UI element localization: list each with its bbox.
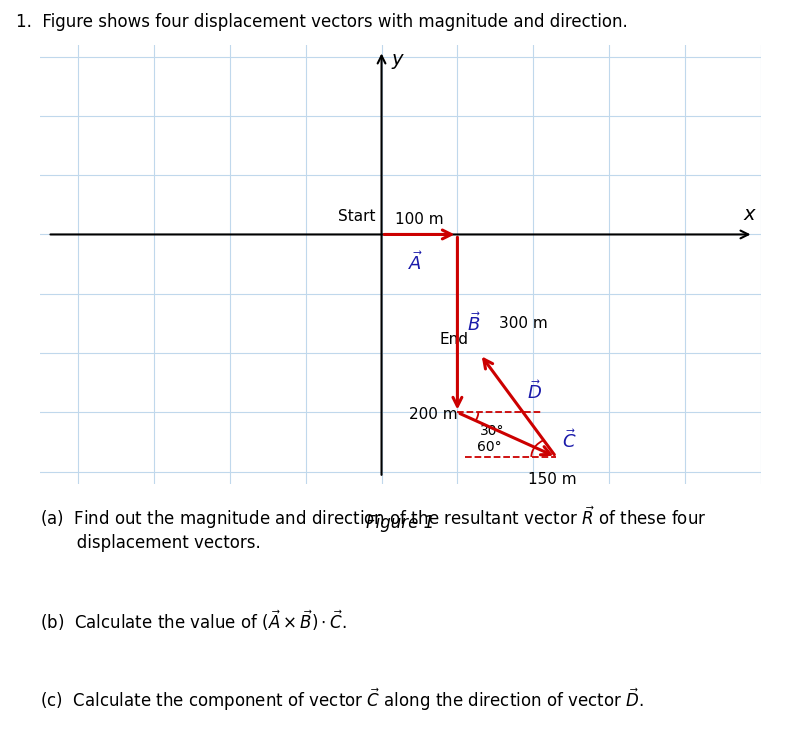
- Text: $y$: $y$: [391, 52, 405, 71]
- Text: 100 m: 100 m: [395, 212, 444, 228]
- Text: 1.  Figure shows four displacement vectors with magnitude and direction.: 1. Figure shows four displacement vector…: [16, 13, 628, 31]
- Text: $\vec{B}$: $\vec{B}$: [466, 312, 481, 335]
- Text: 60°: 60°: [477, 440, 501, 454]
- Text: $x$: $x$: [743, 205, 757, 224]
- Text: $\vec{D}$: $\vec{D}$: [527, 379, 542, 403]
- Text: (a)  Find out the magnitude and direction of the resultant vector $\vec{R}$ of t: (a) Find out the magnitude and direction…: [40, 504, 706, 552]
- Text: 300 m: 300 m: [499, 316, 548, 331]
- Text: (c)  Calculate the component of vector $\vec{C}$ along the direction of vector $: (c) Calculate the component of vector $\…: [40, 687, 644, 713]
- Text: Start: Start: [338, 209, 376, 224]
- Text: (b)  Calculate the value of $(\vec{A} \times \vec{B}) \cdot \vec{C}$.: (b) Calculate the value of $(\vec{A} \ti…: [40, 609, 347, 633]
- Text: End: End: [440, 332, 469, 347]
- Text: $\vec{C}$: $\vec{C}$: [562, 429, 577, 452]
- Text: 150 m: 150 m: [528, 472, 577, 487]
- Text: Figure 1: Figure 1: [366, 514, 435, 532]
- Text: $\vec{A}$: $\vec{A}$: [409, 251, 423, 274]
- Text: 30°: 30°: [480, 424, 505, 438]
- Text: 200 m: 200 m: [409, 407, 457, 422]
